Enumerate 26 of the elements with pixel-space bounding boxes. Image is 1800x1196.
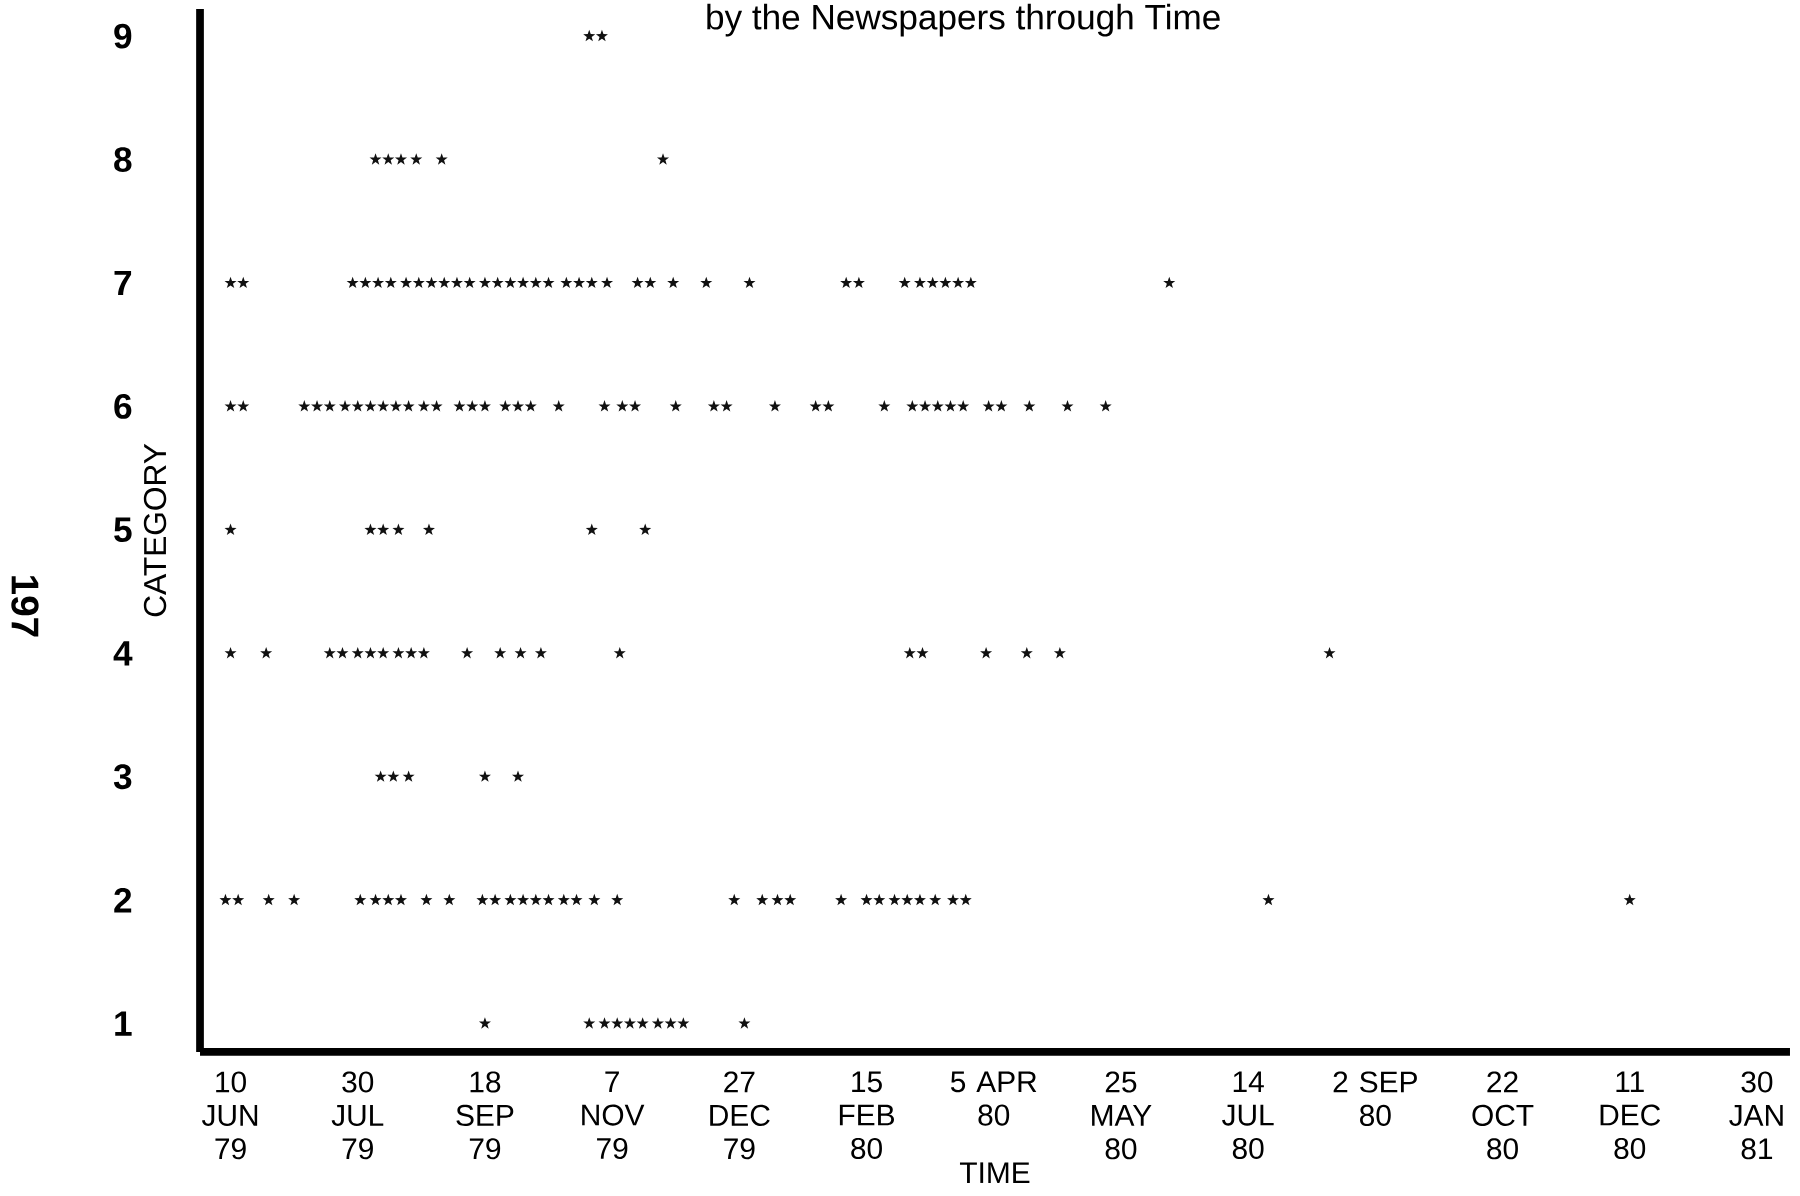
x-tick-label: 5 APR 80 <box>950 1071 1037 1126</box>
x-tick-label: 27 DEC 79 <box>710 1071 770 1160</box>
y-tick-label: 9 <box>114 23 132 49</box>
y-tick-label: 4 <box>113 641 133 666</box>
x-tick-label: 11 DEC 80 <box>1600 1071 1661 1160</box>
x-tick-label: 30 JUL 79 <box>331 1071 384 1160</box>
x-tick-label: 30 JAN 81 <box>1729 1071 1783 1160</box>
x-tick-label: 15 FEB 80 <box>839 1071 895 1160</box>
y-tick-label: 7 <box>114 270 132 296</box>
y-tick-label: 2 <box>114 887 132 913</box>
y-tick-label: 8 <box>114 147 132 173</box>
x-axis-title: TIME <box>959 1162 1030 1183</box>
y-axis-title: CATEGORY <box>143 443 167 617</box>
x-tick-label: 14 JUL 80 <box>1222 1071 1274 1160</box>
text: 197 <box>11 576 39 637</box>
x-tick-label: 25 MAY 80 <box>1092 1071 1152 1160</box>
y-tick-label: 5 <box>114 517 132 543</box>
x-tick-label: 10 JUN 79 <box>201 1071 258 1160</box>
y-tick-label: 1 <box>115 1011 132 1036</box>
x-tick-label: 22 OCT 80 <box>1472 1071 1534 1160</box>
y-tick-label: 3 <box>113 764 132 790</box>
x-tick-label: 2 SEP 80 <box>1333 1071 1417 1126</box>
x-tick-label: 18 SEP 79 <box>456 1071 514 1160</box>
y-tick-label: 6 <box>114 394 132 419</box>
x-tick-label: 7 NOV 79 <box>582 1071 645 1160</box>
chart-title: by the Newspapers through Time <box>707 3 1220 37</box>
